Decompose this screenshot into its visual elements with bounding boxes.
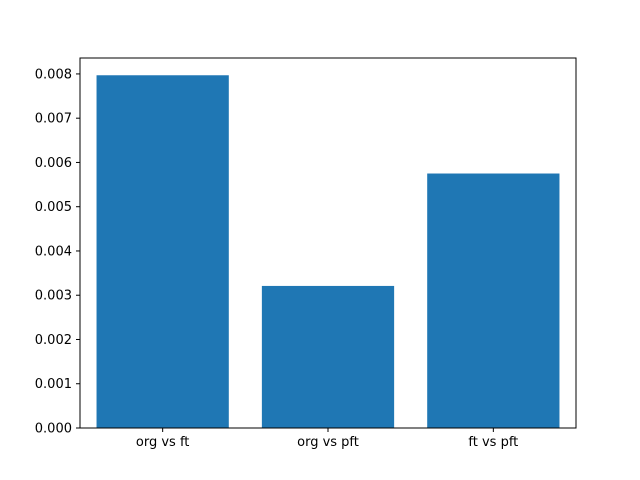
- bar-ft-vs-pft: [427, 173, 560, 428]
- bar-org-vs-ft: [96, 75, 229, 428]
- y-tick-label: 0.005: [35, 200, 72, 215]
- y-tick-label: 0.008: [35, 67, 72, 82]
- x-tick-label: ft vs pft: [468, 435, 518, 450]
- y-tick-label: 0.000: [35, 422, 72, 437]
- x-tick-label: org vs ft: [136, 435, 190, 450]
- y-tick-label: 0.006: [35, 156, 72, 171]
- y-tick-label: 0.007: [35, 112, 72, 127]
- y-tick-label: 0.004: [35, 244, 72, 259]
- x-tick-label: org vs pft: [297, 435, 359, 450]
- y-tick-label: 0.002: [35, 333, 72, 348]
- y-tick-label: 0.003: [35, 289, 72, 304]
- axes-spines: [79, 57, 577, 429]
- bar-org-vs-pft: [261, 285, 395, 428]
- y-tick-label: 0.001: [35, 377, 72, 392]
